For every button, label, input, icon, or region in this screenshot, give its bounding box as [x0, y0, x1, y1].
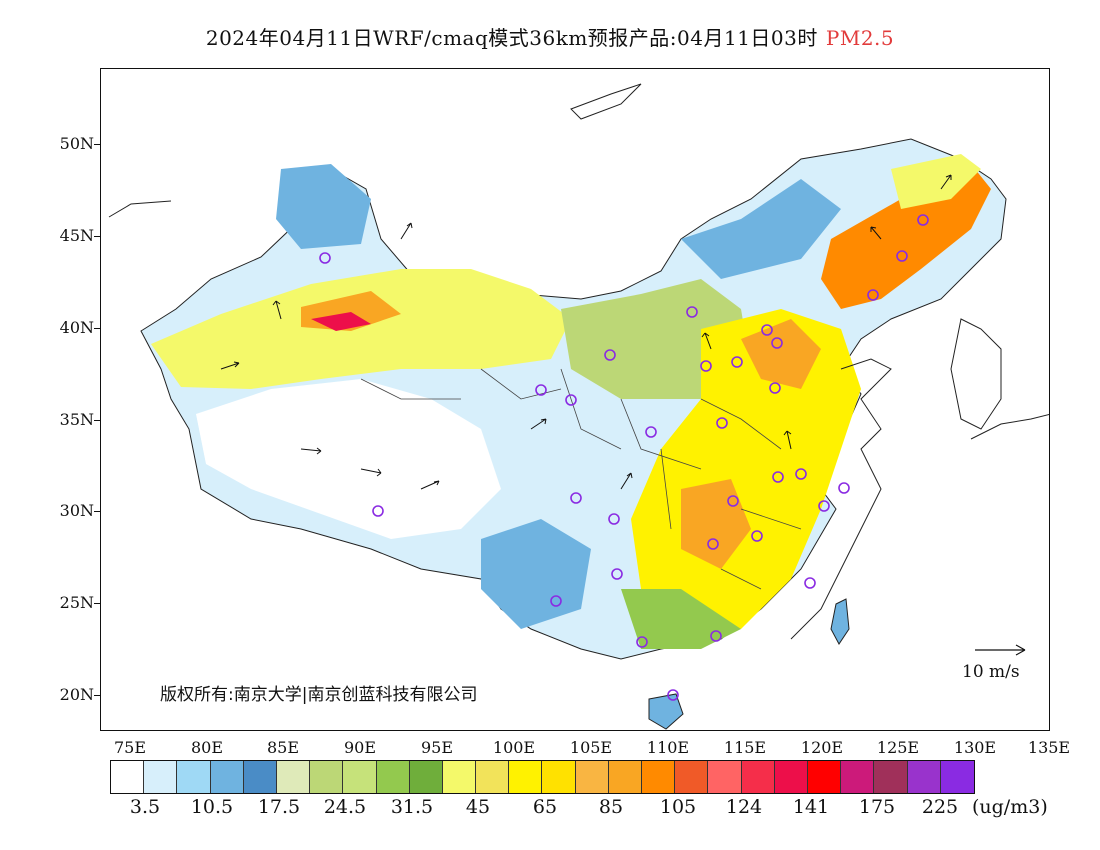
lat-label-45n: 45N [59, 226, 94, 245]
legend-swatch [708, 761, 742, 793]
lon-label-115e: 115E [723, 738, 767, 757]
caspian-line [108, 200, 172, 218]
lon-label-130e: 130E [953, 738, 997, 757]
blue-zone-north [681, 179, 841, 279]
lat-tick [94, 511, 100, 512]
legend-swatch [509, 761, 543, 793]
map-panel [100, 68, 1050, 731]
lat-label-30n: 30N [59, 501, 94, 520]
legend-label: 65 [532, 796, 558, 818]
lat-label-50n: 50N [59, 134, 94, 153]
korea-outline [950, 318, 1002, 430]
legend-label: 10.5 [190, 796, 234, 818]
title-text: 2024年04月11日WRF/cmaq模式36km预报产品:04月11日03时 [205, 26, 818, 50]
legend-label: 225 [921, 796, 959, 818]
lat-label-40n: 40N [59, 318, 94, 337]
northeast-orange [821, 164, 991, 309]
lon-label-90e: 90E [343, 738, 377, 757]
lat-label-20n: 20N [59, 685, 94, 704]
legend-swatch [774, 761, 808, 793]
lon-label-125e: 125E [876, 738, 920, 757]
east-orange-2 [681, 479, 751, 569]
lat-label-35n: 35N [59, 410, 94, 429]
legend-swatch [376, 761, 410, 793]
legend-swatch [243, 761, 277, 793]
lat-tick [94, 695, 100, 696]
legend-swatch [442, 761, 477, 793]
lat-tick [94, 420, 100, 421]
legend-label: 31.5 [390, 796, 434, 818]
legend-swatch [642, 761, 676, 793]
lon-label-100e: 100E [492, 738, 536, 757]
wind-scale-arrow-icon [975, 644, 1026, 656]
legend-label: 175 [858, 796, 896, 818]
legend-swatch [741, 761, 775, 793]
wind-scale-label: 10 m/s [962, 662, 1020, 682]
chart-title: 2024年04月11日WRF/cmaq模式36km预报产品:04月11日03时 P… [0, 22, 1100, 51]
xinjiang-hotspot [311, 312, 371, 331]
lon-label-85e: 85E [266, 738, 300, 757]
lat-tick [94, 144, 100, 145]
legend-swatch [310, 761, 344, 793]
blue-zone-south [481, 519, 591, 629]
lake-baikal [570, 83, 642, 120]
legend-label: 24.5 [323, 796, 367, 818]
legend-swatch [409, 761, 443, 793]
pollutant-label: PM2.5 [825, 26, 895, 50]
lat-tick [94, 328, 100, 329]
legend-swatch [874, 761, 908, 793]
station-markers [319, 214, 929, 701]
map-canvas [108, 83, 1049, 730]
wind-vectors [220, 174, 952, 490]
legend-swatch [144, 761, 178, 793]
legend-swatch [343, 761, 377, 793]
legend-label: 124 [725, 796, 763, 818]
japan-outline [970, 413, 1049, 440]
legend-label: 17.5 [257, 796, 301, 818]
plateau-zone [196, 379, 501, 539]
legend-label: 85 [598, 796, 624, 818]
legend-swatch [807, 761, 842, 793]
legend-label: 3.5 [129, 796, 161, 818]
northeast-yellow [891, 154, 981, 209]
legend-swatch [542, 761, 576, 793]
lat-label-25n: 25N [59, 593, 94, 612]
lat-tick [94, 236, 100, 237]
legend-swatch [476, 761, 510, 793]
legend-label: 45 [465, 796, 491, 818]
east-orange-1 [741, 319, 821, 389]
legend-swatch [841, 761, 875, 793]
legend-swatch [210, 761, 244, 793]
lon-label-105e: 105E [569, 738, 613, 757]
legend-swatch [575, 761, 609, 793]
xinjiang-band [151, 269, 571, 389]
legend-swatch [608, 761, 642, 793]
lon-label-80e: 80E [190, 738, 224, 757]
lon-label-110e: 110E [646, 738, 690, 757]
legend-swatch [276, 761, 311, 793]
taiwan-island [830, 598, 850, 645]
blue-zone-west [276, 164, 371, 249]
legend-swatch [177, 761, 211, 793]
legend-unit: (ug/m3) [972, 796, 1048, 818]
legend-label: 141 [792, 796, 830, 818]
lon-label-75e: 75E [113, 738, 147, 757]
lat-tick [94, 603, 100, 604]
legend-swatch [111, 761, 145, 793]
coastline-east [790, 358, 892, 640]
lon-label-95e: 95E [420, 738, 454, 757]
legend-colorbar [110, 760, 975, 794]
lon-label-135e: 135E [1027, 738, 1071, 757]
legend-swatch [940, 761, 974, 793]
legend-label: 105 [659, 796, 697, 818]
copyright-text: 版权所有:南京大学|南京创蓝科技有限公司 [160, 685, 478, 705]
legend-swatch [907, 761, 941, 793]
hainan-island [648, 693, 684, 730]
province-lines [360, 368, 802, 590]
lon-label-120e: 120E [800, 738, 844, 757]
legend-swatch [675, 761, 709, 793]
